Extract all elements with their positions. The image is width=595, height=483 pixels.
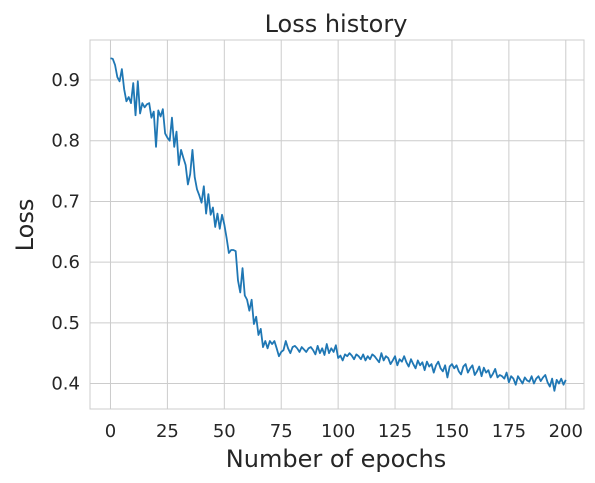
x-axis-label: Number of epochs <box>226 445 446 473</box>
loss-series-line <box>110 57 567 392</box>
y-axis-ticks: 0.4 0.5 0.6 0.7 0.8 0.9 <box>51 70 80 394</box>
x-tick-label: 25 <box>156 421 179 442</box>
x-tick-label: 150 <box>435 421 469 442</box>
y-tick-label: 0.6 <box>51 252 80 273</box>
y-tick-label: 0.7 <box>51 191 80 212</box>
x-tick-label: 100 <box>321 421 355 442</box>
x-tick-label: 175 <box>492 421 526 442</box>
plot-frame <box>89 39 585 410</box>
y-tick-label: 0.9 <box>51 70 80 91</box>
y-tick-label: 0.5 <box>51 313 80 334</box>
x-tick-label: 200 <box>549 421 583 442</box>
y-axis-label: Loss <box>11 199 39 252</box>
grid <box>90 40 584 409</box>
y-tick-label: 0.4 <box>51 374 80 395</box>
x-tick-label: 125 <box>378 421 412 442</box>
x-tick-label: 0 <box>105 421 116 442</box>
y-tick-label: 0.8 <box>51 131 80 152</box>
x-tick-label: 50 <box>213 421 236 442</box>
x-axis-ticks: 0 25 50 75 100 125 150 175 200 <box>105 421 583 442</box>
x-tick-label: 75 <box>270 421 293 442</box>
chart-title: Loss history <box>265 10 408 38</box>
